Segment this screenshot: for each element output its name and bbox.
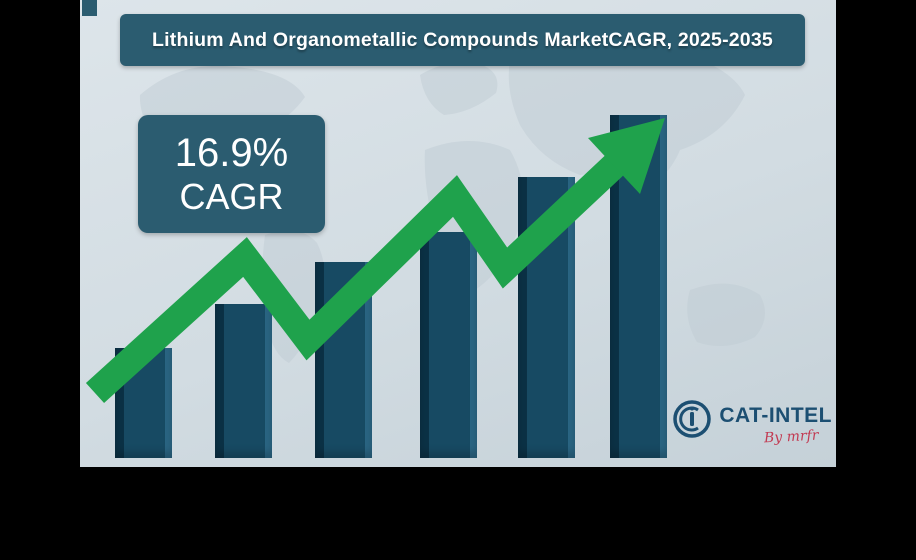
chart-title-banner: Lithium And Organometallic Compounds Mar…: [120, 14, 805, 66]
cat-intel-logo-icon: [673, 400, 712, 438]
cat-intel-logo: CAT-INTEL By mrfr: [671, 398, 832, 447]
logo-byline: By mrfr: [763, 427, 819, 447]
cagr-badge: 16.9% CAGR: [138, 115, 325, 233]
cagr-label: CAGR: [179, 176, 284, 218]
logo-brand-text: CAT-INTEL: [719, 404, 832, 427]
corner-accent: [82, 0, 97, 16]
cagr-value: 16.9%: [174, 131, 289, 176]
chart-canvas: Lithium And Organometallic Compounds Mar…: [80, 0, 836, 467]
trend-arrow: [85, 118, 665, 404]
logo-text-column: CAT-INTEL By mrfr: [719, 398, 832, 447]
bar: [215, 304, 272, 458]
bar: [420, 232, 477, 458]
chart-title: Lithium And Organometallic Compounds Mar…: [152, 28, 773, 51]
